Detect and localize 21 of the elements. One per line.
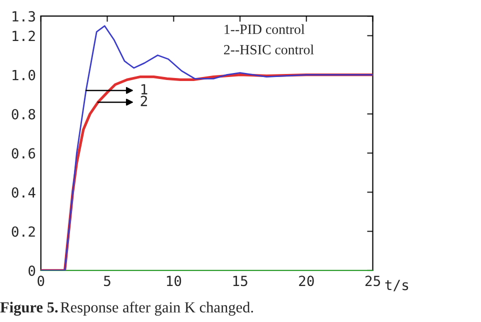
y-tick-label: 0 bbox=[28, 265, 36, 276]
x-tick-label: 0 bbox=[38, 276, 44, 286]
annotation: 1 bbox=[141, 84, 148, 94]
y-tick-label: 1.3 bbox=[12, 11, 35, 22]
y-tick-label: 0.6 bbox=[12, 148, 36, 159]
text: Response after gain K changed. bbox=[60, 302, 253, 316]
x-tick-label: 5 bbox=[104, 276, 110, 286]
y-tick-label: 0.4 bbox=[12, 187, 36, 198]
x-tick-label: 10 bbox=[166, 276, 182, 286]
annotation: 2 bbox=[140, 96, 147, 106]
annotation: 2--HSIC control bbox=[224, 44, 314, 54]
y-tick-label: 0.2 bbox=[12, 226, 35, 237]
y-tick-label: 1.2 bbox=[12, 30, 35, 41]
annotation: 1--PID control bbox=[224, 24, 305, 34]
x-axis-title: t/s bbox=[385, 280, 408, 292]
caption: Figure 5. bbox=[0, 302, 58, 316]
y-tick-label: 0.8 bbox=[12, 108, 36, 120]
x-tick-label: 15 bbox=[233, 276, 248, 286]
x-tick-label: 25 bbox=[365, 276, 380, 286]
y-tick-label: 1.0 bbox=[12, 70, 36, 80]
x-tick-label: 20 bbox=[299, 276, 314, 286]
